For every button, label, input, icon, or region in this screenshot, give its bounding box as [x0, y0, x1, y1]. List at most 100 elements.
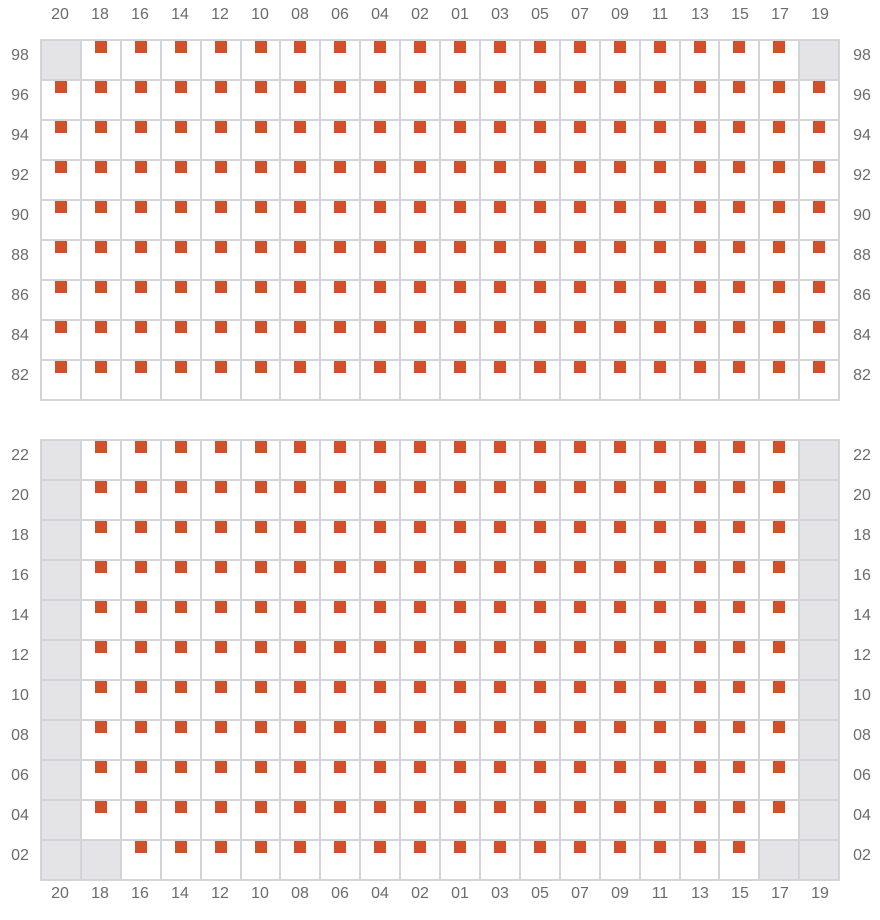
seat-cell[interactable]	[720, 441, 761, 481]
seat-marker[interactable]	[573, 761, 586, 773]
seat-marker[interactable]	[493, 841, 506, 853]
seat-marker[interactable]	[533, 521, 546, 533]
seat-cell[interactable]	[361, 801, 402, 841]
seat-cell[interactable]	[480, 601, 521, 641]
seat-cell[interactable]	[321, 321, 362, 361]
seat-marker[interactable]	[55, 121, 67, 133]
seat-marker[interactable]	[374, 561, 387, 573]
seat-marker[interactable]	[134, 761, 147, 773]
seat-cell[interactable]	[361, 161, 402, 201]
seat-cell[interactable]	[121, 841, 162, 881]
seat-cell[interactable]	[600, 841, 641, 881]
seat-marker[interactable]	[294, 681, 307, 693]
seat-cell[interactable]	[480, 161, 521, 201]
seat-marker[interactable]	[334, 41, 347, 53]
seat-cell[interactable]	[640, 561, 681, 601]
seat-marker[interactable]	[414, 681, 427, 693]
seat-cell[interactable]	[680, 201, 721, 241]
seat-marker[interactable]	[134, 601, 147, 613]
seat-marker[interactable]	[294, 721, 307, 733]
seat-marker[interactable]	[454, 561, 467, 573]
seat-cell[interactable]	[201, 81, 242, 121]
seat-marker[interactable]	[294, 41, 307, 53]
seat-cell[interactable]	[81, 601, 122, 641]
seat-cell[interactable]	[760, 681, 801, 721]
seat-cell[interactable]	[81, 41, 122, 81]
seat-marker[interactable]	[334, 641, 347, 653]
seat-marker[interactable]	[174, 241, 187, 253]
seat-marker[interactable]	[613, 681, 626, 693]
seat-marker[interactable]	[254, 121, 267, 133]
seat-cell[interactable]	[720, 361, 761, 401]
seat-cell[interactable]	[241, 361, 282, 401]
seat-cell[interactable]	[680, 561, 721, 601]
seat-cell[interactable]	[81, 561, 122, 601]
seat-marker[interactable]	[773, 321, 786, 333]
seat-marker[interactable]	[294, 601, 307, 613]
seat-marker[interactable]	[294, 521, 307, 533]
seat-cell[interactable]	[361, 721, 402, 761]
seat-cell[interactable]	[640, 161, 681, 201]
seat-cell[interactable]	[600, 161, 641, 201]
seat-cell[interactable]	[680, 481, 721, 521]
seat-marker[interactable]	[454, 361, 467, 373]
seat-marker[interactable]	[134, 241, 147, 253]
seat-cell[interactable]	[640, 241, 681, 281]
seat-marker[interactable]	[573, 81, 586, 93]
seat-cell[interactable]	[441, 761, 481, 801]
seat-marker[interactable]	[733, 601, 746, 613]
seat-marker[interactable]	[773, 481, 786, 493]
seat-marker[interactable]	[414, 361, 427, 373]
seat-cell[interactable]	[560, 681, 601, 721]
seat-cell[interactable]	[441, 41, 481, 81]
seat-marker[interactable]	[733, 521, 746, 533]
seat-marker[interactable]	[653, 481, 666, 493]
seat-cell[interactable]	[281, 641, 322, 681]
seat-cell[interactable]	[560, 841, 601, 881]
seat-marker[interactable]	[813, 161, 826, 173]
seat-cell[interactable]	[441, 841, 481, 881]
seat-marker[interactable]	[693, 761, 706, 773]
seat-cell[interactable]	[720, 641, 761, 681]
seat-marker[interactable]	[174, 161, 187, 173]
seat-marker[interactable]	[653, 281, 666, 293]
seat-cell[interactable]	[241, 441, 282, 481]
seat-marker[interactable]	[533, 161, 546, 173]
seat-marker[interactable]	[573, 41, 586, 53]
seat-marker[interactable]	[653, 601, 666, 613]
seat-marker[interactable]	[454, 641, 467, 653]
seat-marker[interactable]	[454, 161, 467, 173]
seat-cell[interactable]	[121, 641, 162, 681]
seat-marker[interactable]	[773, 121, 786, 133]
seat-cell[interactable]	[600, 201, 641, 241]
seat-cell[interactable]	[560, 41, 601, 81]
seat-cell[interactable]	[680, 601, 721, 641]
seat-marker[interactable]	[454, 841, 467, 853]
seat-marker[interactable]	[653, 201, 666, 213]
seat-cell[interactable]	[600, 281, 641, 321]
seat-cell[interactable]	[800, 281, 841, 321]
seat-marker[interactable]	[533, 681, 546, 693]
seat-cell[interactable]	[241, 801, 282, 841]
seat-marker[interactable]	[214, 281, 227, 293]
seat-marker[interactable]	[334, 481, 347, 493]
seat-cell[interactable]	[760, 121, 801, 161]
seat-marker[interactable]	[374, 721, 387, 733]
seat-marker[interactable]	[334, 361, 347, 373]
seat-cell[interactable]	[281, 281, 322, 321]
seat-marker[interactable]	[174, 441, 187, 453]
seat-cell[interactable]	[480, 41, 521, 81]
seat-marker[interactable]	[214, 841, 227, 853]
seat-cell[interactable]	[42, 161, 82, 201]
seat-cell[interactable]	[520, 321, 561, 361]
seat-cell[interactable]	[121, 201, 162, 241]
seat-cell[interactable]	[42, 281, 82, 321]
seat-cell[interactable]	[600, 801, 641, 841]
seat-cell[interactable]	[361, 361, 402, 401]
seat-marker[interactable]	[693, 81, 706, 93]
seat-marker[interactable]	[414, 801, 427, 813]
seat-marker[interactable]	[294, 81, 307, 93]
seat-cell[interactable]	[520, 841, 561, 881]
seat-cell[interactable]	[560, 281, 601, 321]
seat-marker[interactable]	[414, 721, 427, 733]
